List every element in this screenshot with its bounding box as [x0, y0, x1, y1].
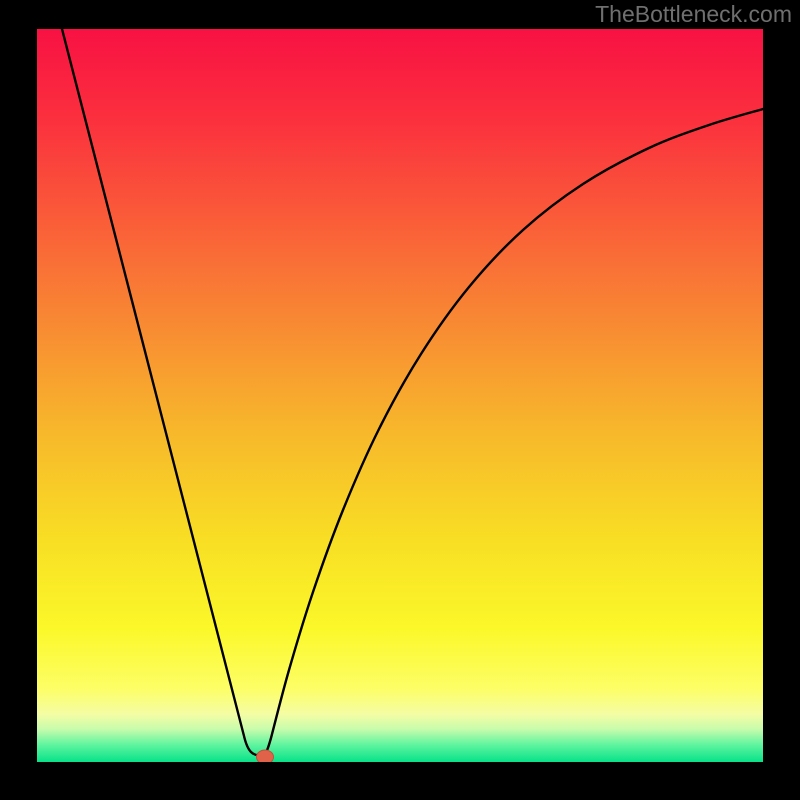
- bottleneck-chart: [0, 0, 800, 800]
- stage: TheBottleneck.com: [0, 0, 800, 800]
- bottleneck-marker: [257, 750, 274, 764]
- attribution-text: TheBottleneck.com: [595, 0, 792, 28]
- plot-gradient-background: [37, 29, 763, 762]
